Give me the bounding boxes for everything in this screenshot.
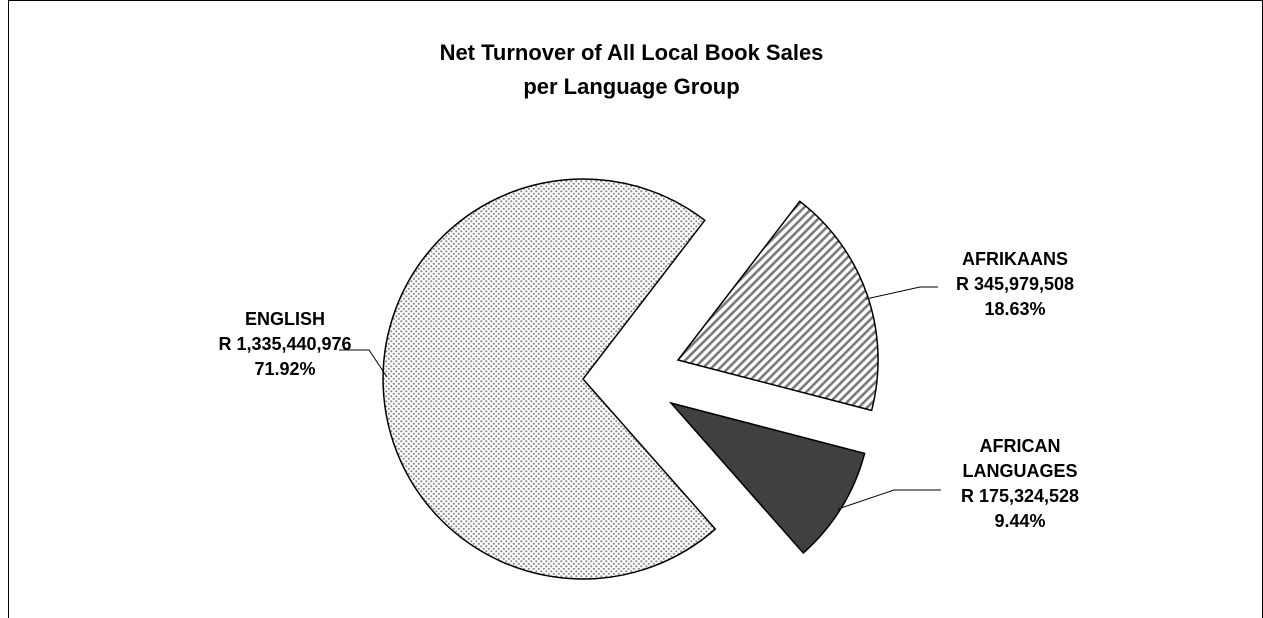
slice-label-african-languages: AFRICAN LANGUAGES R 175,324,528 9.44%	[920, 434, 1120, 534]
slice-afrikaans	[676, 200, 879, 412]
slice-label-african-languages-name-2: LANGUAGES	[962, 461, 1078, 481]
chart-title-line-1: Net Turnover of All Local Book Sales	[439, 40, 824, 65]
slice-label-afrikaans-percent: 18.63%	[984, 299, 1046, 319]
slice-label-english-name: ENGLISH	[244, 309, 325, 329]
chart-title: Net Turnover of All Local Book Sales per…	[0, 36, 1263, 104]
leader-african-languages	[837, 489, 941, 510]
leader-afrikaans	[865, 286, 938, 300]
slice-label-african-languages-percent: 9.44%	[994, 511, 1046, 531]
slice-label-african-languages-value: R 175,324,528	[960, 486, 1080, 506]
slice-label-english: ENGLISH R 1,335,440,976 71.92%	[160, 307, 410, 382]
slice-label-afrikaans-value: R 345,979,508	[955, 274, 1075, 294]
leader-lines	[339, 286, 941, 510]
slice-english	[382, 178, 717, 580]
leader-english	[339, 349, 388, 378]
slice-label-english-percent: 71.92%	[254, 359, 316, 379]
slice-label-afrikaans: AFRIKAANS R 345,979,508 18.63%	[915, 247, 1115, 322]
slice-label-afrikaans-name: AFRIKAANS	[962, 249, 1068, 269]
slice-label-african-languages-name-1: AFRICAN	[979, 436, 1061, 456]
slice-label-english-value: R 1,335,440,976	[218, 334, 352, 354]
chart-title-line-2: per Language Group	[523, 74, 740, 99]
pie-slices	[382, 178, 879, 580]
